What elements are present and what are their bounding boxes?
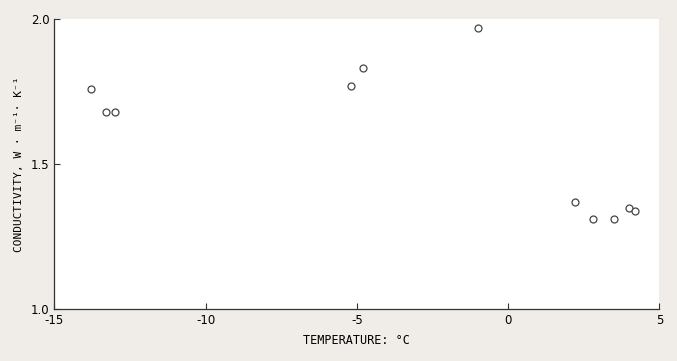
X-axis label: TEMPERATURE: °C: TEMPERATURE: °C	[303, 334, 410, 347]
Y-axis label: CONDUCTIVITY, W · m⁻¹· K⁻¹: CONDUCTIVITY, W · m⁻¹· K⁻¹	[14, 76, 24, 252]
